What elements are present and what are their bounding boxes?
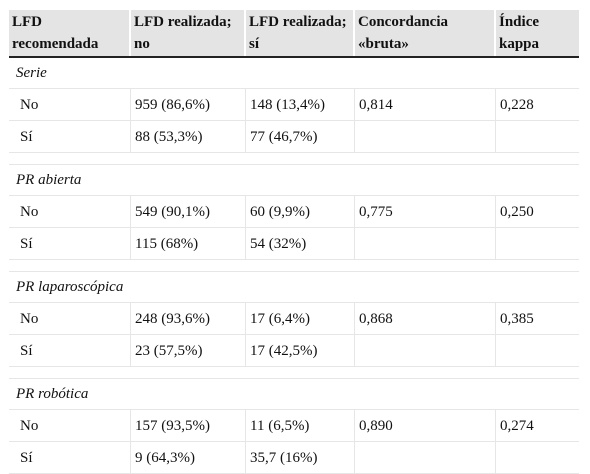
cell-si: 54 (32%) [250, 236, 307, 252]
table-row: Sí 9 (64,3%) 35,7 (16%) [9, 442, 579, 474]
section-spacer [9, 260, 579, 272]
cell-kappa: 0,274 [500, 418, 534, 434]
header-lfd-recomendada: LFD recomendada [12, 14, 99, 52]
table-row: No 959 (86,6%) 148 (13,4%) 0,814 0,228 [9, 89, 579, 121]
row-label: Sí [20, 129, 33, 145]
cell-no: 248 (93,6%) [135, 311, 210, 327]
section-row-pr-abierta: PR abierta [9, 165, 579, 196]
header-indice-kappa: Índice kappa [499, 14, 540, 52]
section-spacer [9, 153, 579, 165]
table-row: Sí 23 (57,5%) 17 (42,5%) [9, 335, 579, 367]
row-label: Sí [20, 236, 33, 252]
cell-si: 60 (9,9%) [250, 204, 310, 220]
cell-kappa: 0,250 [500, 204, 534, 220]
cell-si: 148 (13,4%) [250, 97, 325, 113]
row-label: No [20, 418, 39, 434]
row-label: Sí [20, 450, 33, 466]
cell-no: 157 (93,5%) [135, 418, 210, 434]
table-row: No 549 (90,1%) 60 (9,9%) 0,775 0,250 [9, 196, 579, 228]
cell-si: 17 (6,4%) [250, 311, 310, 327]
header-lfd-realizada-si: LFD realizada; sí [249, 14, 347, 52]
data-table: LFD recomendada LFD realizada; no LFD real… [9, 10, 579, 474]
cell-no: 115 (68%) [135, 236, 199, 252]
cell-si: 11 (6,5%) [250, 418, 310, 434]
cell-no: 9 (64,3%) [135, 450, 195, 466]
header-concordancia: Concordancia «bruta» [358, 14, 448, 52]
section-title: PR robótica [16, 386, 89, 402]
row-label: Sí [20, 343, 33, 359]
section-title: PR abierta [16, 172, 82, 188]
row-label: No [20, 311, 39, 327]
cell-kappa: 0,228 [500, 97, 534, 113]
cell-kappa: 0,385 [500, 311, 534, 327]
section-row-pr-laparoscopica: PR laparoscópica [9, 272, 579, 303]
cell-concordancia: 0,814 [359, 97, 393, 113]
table-row: No 157 (93,5%) 11 (6,5%) 0,890 0,274 [9, 410, 579, 442]
cell-concordancia: 0,868 [359, 311, 393, 327]
row-label: No [20, 97, 39, 113]
row-label: No [20, 204, 39, 220]
cell-concordancia: 0,890 [359, 418, 393, 434]
section-row-pr-robotica: PR robótica [9, 379, 579, 410]
cell-si: 17 (42,5%) [250, 343, 318, 359]
section-title: Serie [16, 65, 47, 81]
cell-no: 88 (53,3%) [135, 129, 203, 145]
cell-no: 23 (57,5%) [135, 343, 203, 359]
section-row-serie: Serie [9, 58, 579, 89]
cell-concordancia: 0,775 [359, 204, 393, 220]
section-spacer [9, 367, 579, 379]
section-title: PR laparoscópica [16, 279, 124, 295]
table-row: Sí 115 (68%) 54 (32%) [9, 228, 579, 260]
table-row: Sí 88 (53,3%) 77 (46,7%) [9, 121, 579, 153]
cell-si: 77 (46,7%) [250, 129, 318, 145]
table-header: LFD recomendada LFD realizada; no LFD real… [9, 10, 579, 58]
table-row: No 248 (93,6%) 17 (6,4%) 0,868 0,385 [9, 303, 579, 335]
header-lfd-realizada-no: LFD realizada; no [134, 14, 232, 52]
cell-no: 959 (86,6%) [135, 97, 210, 113]
cell-no: 549 (90,1%) [135, 204, 210, 220]
cell-si: 35,7 (16%) [250, 450, 318, 466]
